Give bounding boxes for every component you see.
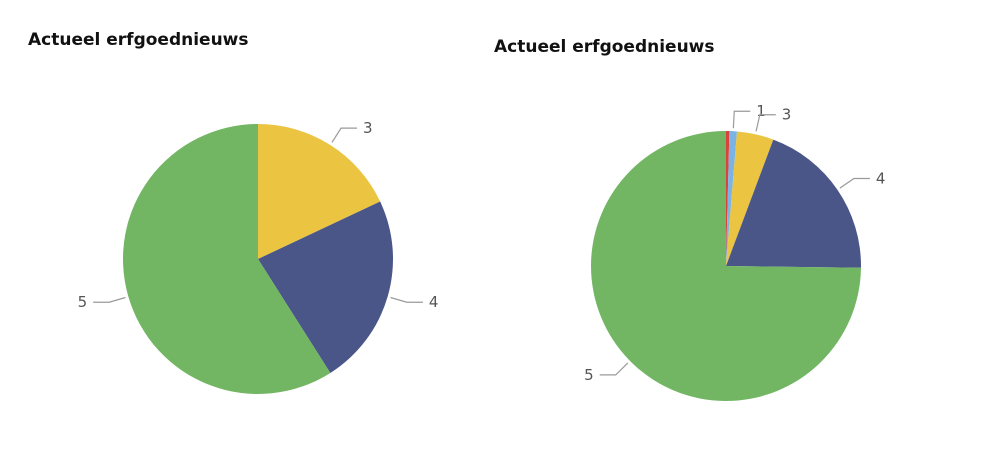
slice-label-3: 3 xyxy=(782,106,792,124)
pie-slice-3[interactable] xyxy=(726,131,774,266)
pie-slice-5[interactable] xyxy=(590,131,861,402)
leader-line-4 xyxy=(390,296,423,303)
pie-chart-left: Actueel erfgoednieuws 3 4 5 xyxy=(0,0,480,476)
pie-chart-canvas: 1 3 4 5 xyxy=(584,102,886,402)
leader-line-3 xyxy=(331,127,358,143)
slice-label-1: 1 xyxy=(756,102,766,120)
pie-slice-0[interactable] xyxy=(726,131,730,266)
pie-slice-1[interactable] xyxy=(726,131,738,266)
slice-label-3: 3 xyxy=(363,119,373,137)
pie-slice-3[interactable] xyxy=(258,124,381,259)
leader-line-5 xyxy=(599,362,629,376)
pie-chart-canvas: 3 4 5 xyxy=(78,119,439,395)
pie-slice-4[interactable] xyxy=(258,201,393,373)
leader-line-5 xyxy=(93,296,126,303)
leader-line-3 xyxy=(755,114,776,132)
chart-title: Actueel erfgoednieuws xyxy=(28,30,249,50)
chart-title: Actueel erfgoednieuws xyxy=(494,37,715,57)
slice-label-4: 4 xyxy=(429,293,439,311)
slice-label-5: 5 xyxy=(584,366,594,384)
leader-line-4 xyxy=(839,177,870,189)
slice-label-4: 4 xyxy=(876,169,886,187)
leader-line-1 xyxy=(732,110,751,129)
pie-slice-5[interactable] xyxy=(122,124,331,395)
pie-slice-4[interactable] xyxy=(726,139,861,268)
slice-label-5: 5 xyxy=(78,293,88,311)
